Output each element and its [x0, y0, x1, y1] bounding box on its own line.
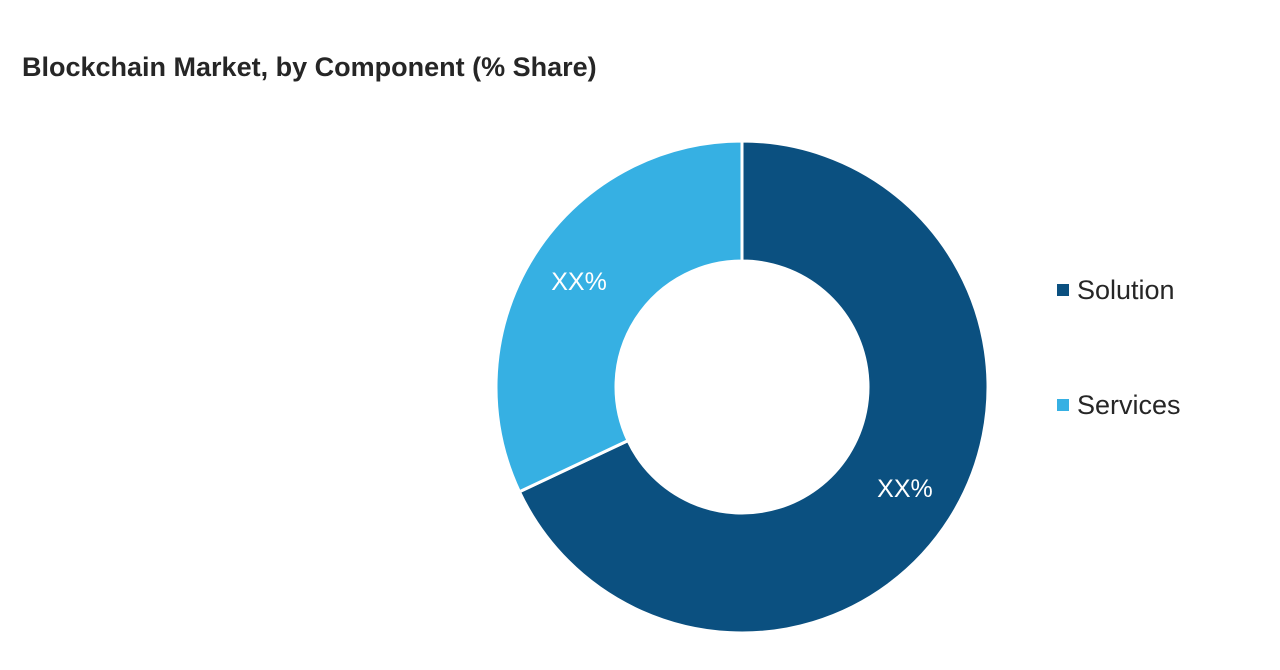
legend: Solution Services: [1057, 270, 1181, 500]
slice-services[interactable]: [494, 139, 744, 494]
slice-labels-layer: XX% XX%: [551, 268, 933, 503]
legend-swatch-solution: [1057, 284, 1069, 296]
chart-title: Blockchain Market, by Component (% Share…: [22, 52, 597, 82]
slice-label-services: XX%: [551, 268, 607, 296]
slice-solution[interactable]: [517, 139, 990, 635]
legend-item-solution[interactable]: Solution: [1057, 270, 1181, 310]
slices-layer: [494, 139, 990, 635]
legend-label-solution: Solution: [1077, 274, 1175, 305]
legend-item-services[interactable]: Services: [1057, 385, 1181, 425]
legend-swatch-services: [1057, 399, 1069, 411]
legend-label-services: Services: [1077, 389, 1181, 420]
slice-label-solution: XX%: [877, 475, 933, 503]
